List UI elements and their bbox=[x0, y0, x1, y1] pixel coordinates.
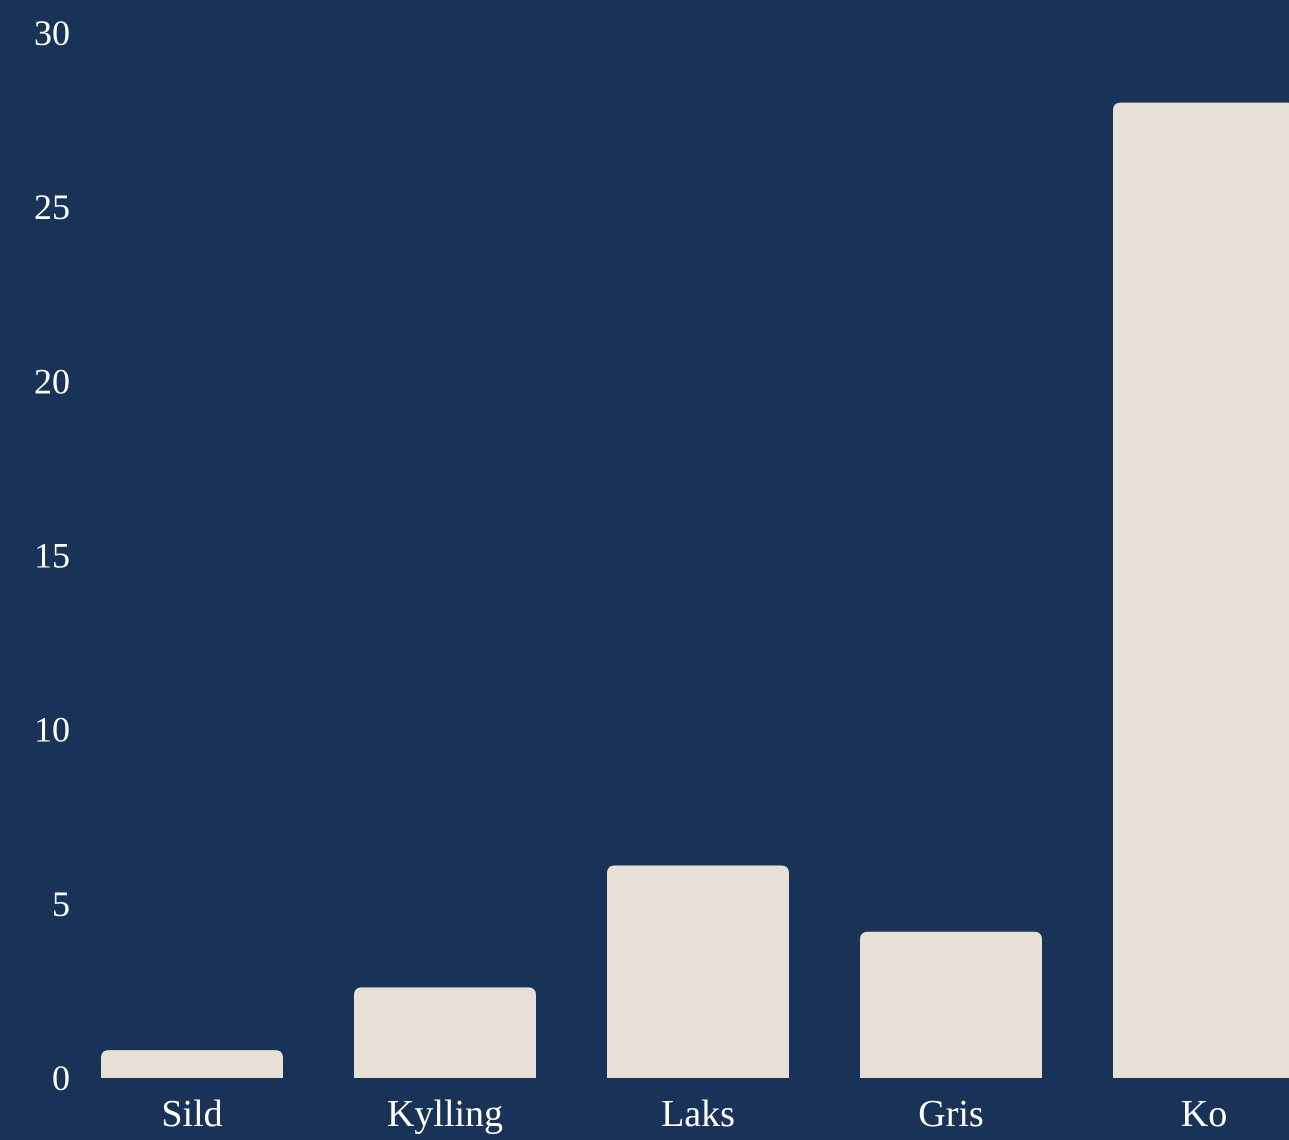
x-tick-label: Gris bbox=[918, 1093, 983, 1135]
bars bbox=[101, 102, 1289, 1078]
x-tick-label: Sild bbox=[161, 1093, 222, 1135]
y-tick-label: 30 bbox=[34, 13, 70, 53]
y-tick-label: 15 bbox=[34, 536, 70, 576]
y-axis: 0 5 10 15 20 25 30 bbox=[34, 13, 70, 1098]
y-tick-label: 20 bbox=[34, 361, 70, 401]
bar-kylling bbox=[354, 987, 536, 1078]
x-tick-label: Ko bbox=[1181, 1093, 1227, 1135]
bar-sild bbox=[101, 1050, 283, 1078]
y-tick-label: 0 bbox=[52, 1058, 70, 1098]
y-tick-label: 5 bbox=[52, 884, 70, 924]
x-axis: Sild Kylling Laks Gris Ko bbox=[161, 1093, 1227, 1135]
y-tick-label: 25 bbox=[34, 187, 70, 227]
bar-laks bbox=[607, 865, 789, 1078]
bar-ko bbox=[1113, 102, 1289, 1078]
x-tick-label: Kylling bbox=[387, 1093, 503, 1135]
bar-gris bbox=[860, 931, 1042, 1078]
y-tick-label: 10 bbox=[34, 710, 70, 750]
x-tick-label: Laks bbox=[661, 1093, 735, 1135]
